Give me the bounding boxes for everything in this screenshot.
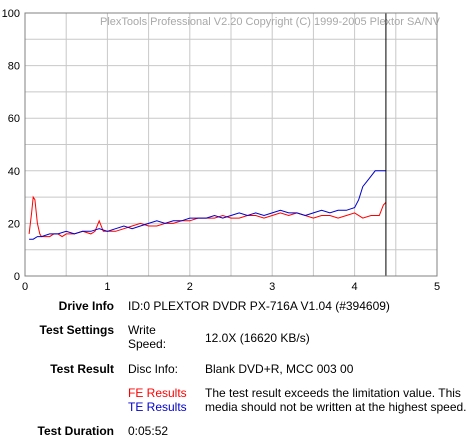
- y-tick-label: 40: [8, 166, 20, 178]
- drive-info-label: Drive Info: [58, 299, 114, 313]
- test-duration-value: 0:05:52: [128, 424, 169, 438]
- chart-watermark: PlexTools Professional V2.20 Copyright (…: [100, 16, 441, 28]
- plot-area-frame: [24, 12, 438, 277]
- result-message-line1: The test result exceeds the limitation v…: [205, 386, 461, 400]
- write-speed-label-line2: Speed:: [128, 337, 167, 351]
- te-results-line: [29, 170, 386, 240]
- test-settings-label: Test Settings: [39, 323, 114, 337]
- disc-info-value: Blank DVD+R, MCC 003 00: [205, 362, 354, 376]
- x-tick-label: 3: [269, 281, 275, 293]
- fe-results-legend: FE Results: [128, 386, 187, 400]
- y-tick-label: 80: [8, 61, 20, 73]
- y-tick-label: 60: [8, 113, 20, 125]
- chart-series: [28, 170, 387, 240]
- te-results-legend: TE Results: [128, 400, 187, 414]
- test-duration-label: Test Duration: [37, 424, 114, 438]
- y-tick-label: 0: [14, 271, 20, 283]
- speed-chart: PlexTools Professional V2.20 Copyright (…: [2, 8, 441, 293]
- x-tick-label: 4: [352, 281, 358, 293]
- x-tick-label: 2: [187, 281, 193, 293]
- chart-gridlines: [24, 12, 438, 277]
- x-tick-label: 5: [434, 281, 440, 293]
- fe-results-line: [28, 195, 387, 238]
- write-speed-value: 12.0X (16620 KB/s): [205, 331, 310, 345]
- drive-info-value: ID:0 PLEXTOR DVDR PX-716A V1.04 (#394609…: [128, 299, 390, 313]
- write-speed-label-line1: Write: [128, 323, 156, 337]
- result-message-line2: media should not be written at the highe…: [205, 400, 467, 414]
- y-tick-label: 20: [8, 218, 20, 230]
- test-result-label: Test Result: [50, 362, 114, 376]
- y-tick-label: 100: [2, 8, 20, 20]
- disc-info-label: Disc Info:: [128, 362, 179, 376]
- x-tick-label: 1: [104, 281, 110, 293]
- chart-tick-labels: 0 1 2 3 4 5 0 20 40 60 80 100: [2, 8, 440, 293]
- x-tick-label: 0: [22, 281, 28, 293]
